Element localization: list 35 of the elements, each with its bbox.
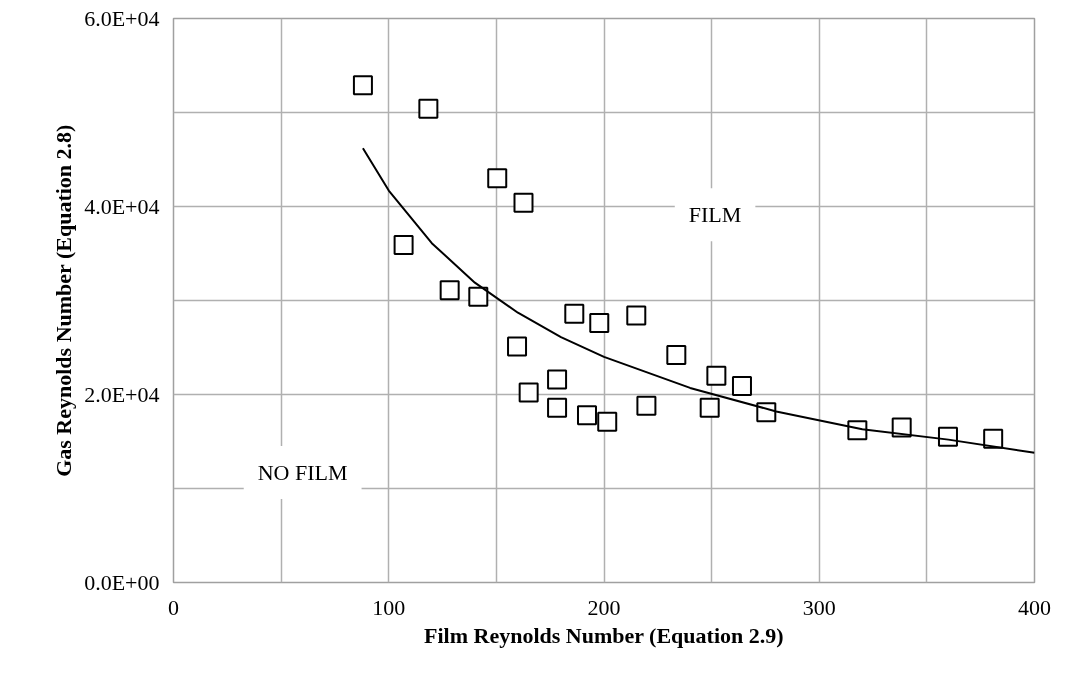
y-axis-title: Gas Reynolds Number (Equation 2.8)	[51, 124, 77, 477]
x-tick-label: 300	[802, 594, 836, 620]
annotation: NO FILM	[257, 460, 348, 486]
line-series	[361, 147, 1035, 454]
y-tick-label: 4.0E+04	[84, 194, 160, 219]
x-tick-label: 200	[587, 594, 621, 620]
point	[513, 192, 534, 213]
point	[487, 168, 508, 189]
annotation: FILM	[688, 202, 742, 228]
y-tick-label: 0.0E+00	[84, 570, 160, 595]
point	[468, 286, 489, 307]
point	[589, 313, 610, 334]
x-axis-title: Film Reynolds Number (Equation 2.9)	[424, 622, 784, 648]
y-tick-label: 2.0E+04	[84, 382, 160, 407]
point	[626, 305, 647, 326]
y-tick-label: 6.0E+04	[84, 6, 160, 31]
point	[518, 382, 539, 403]
point	[418, 98, 439, 119]
point	[547, 397, 568, 418]
point	[597, 411, 618, 432]
x-tick-label: 400	[1018, 594, 1051, 620]
point	[507, 336, 528, 357]
x-tick-label: 0	[168, 594, 179, 620]
point	[731, 376, 752, 397]
point	[636, 395, 657, 416]
point	[699, 397, 720, 418]
point	[666, 345, 687, 366]
point	[706, 365, 727, 386]
point	[564, 303, 585, 324]
point	[393, 235, 414, 256]
point	[577, 405, 597, 426]
point	[439, 280, 460, 301]
x-tick-label: 100	[372, 594, 406, 620]
point	[547, 369, 568, 390]
point	[352, 75, 373, 96]
